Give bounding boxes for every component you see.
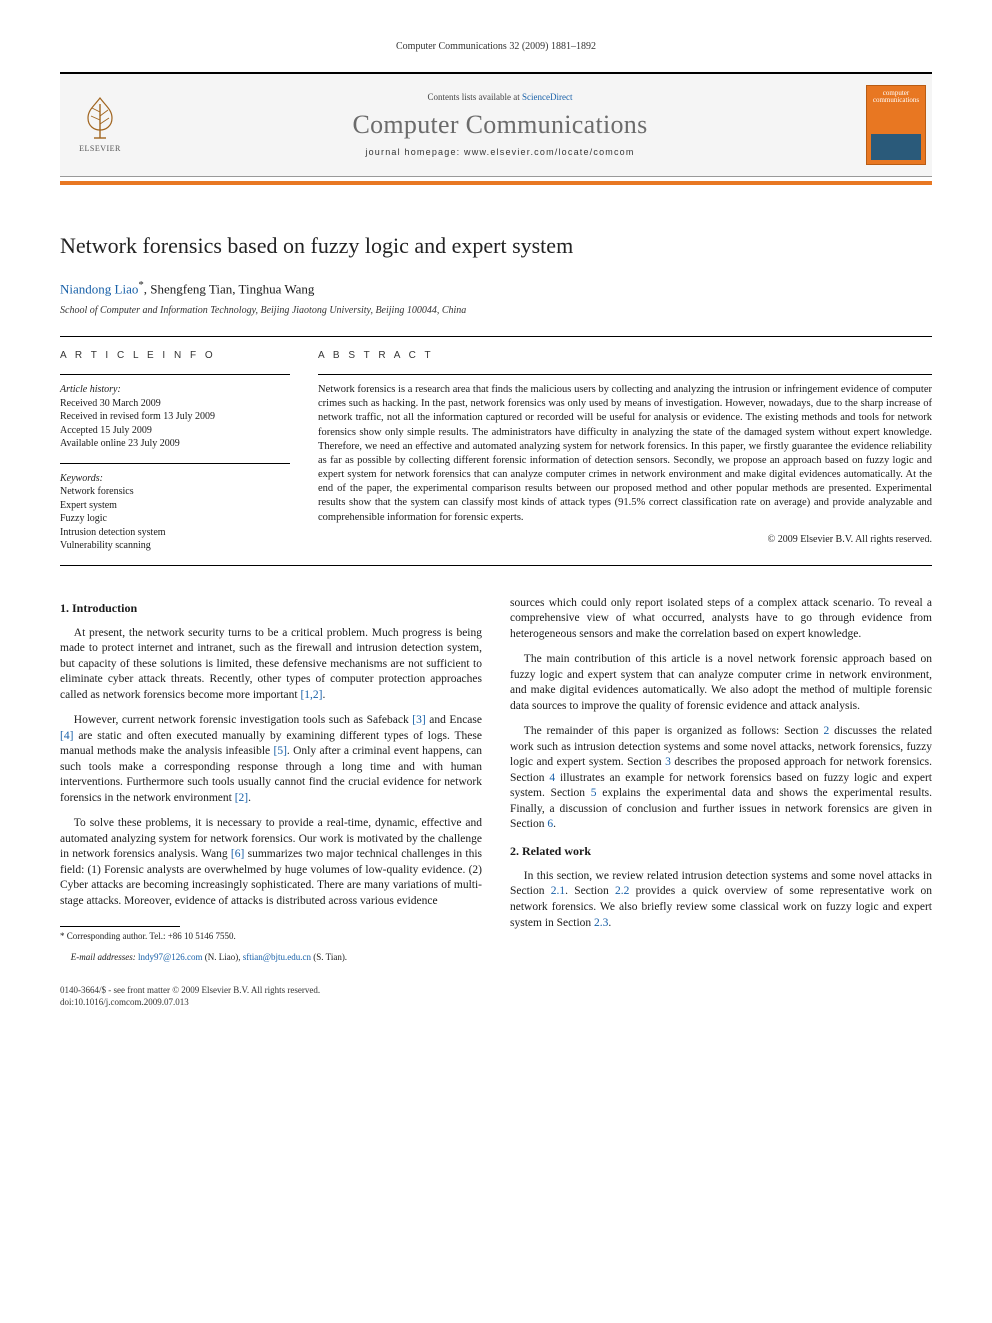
- section-link[interactable]: 2.3: [594, 917, 608, 929]
- text-run: . Section: [565, 885, 615, 897]
- email-link[interactable]: sftian@bjtu.edu.cn: [243, 952, 311, 962]
- text-run: (N. Liao),: [203, 952, 243, 962]
- sciencedirect-link[interactable]: ScienceDirect: [522, 92, 572, 102]
- body-paragraph: At present, the network security turns t…: [60, 626, 482, 704]
- cover-art: [871, 134, 921, 160]
- journal-homepage: journal homepage: www.elsevier.com/locat…: [365, 146, 634, 158]
- text-run: The remainder of this paper is organized…: [524, 725, 824, 737]
- text-run: (S. Tian).: [311, 952, 347, 962]
- body-paragraph: The main contribution of this article is…: [510, 652, 932, 714]
- banner-center: Contents lists available at ScienceDirec…: [140, 74, 860, 176]
- issn-line: 0140-3664/$ - see front matter © 2009 El…: [60, 984, 932, 996]
- rule-above-meta: [60, 336, 932, 337]
- publisher-logo: ELSEVIER: [60, 74, 140, 176]
- history-available: Available online 23 July 2009: [60, 437, 290, 451]
- history-label: Article history:: [60, 384, 121, 395]
- abstract-block: A B S T R A C T Network forensics is a r…: [318, 349, 932, 553]
- article-title: Network forensics based on fuzzy logic a…: [60, 231, 932, 261]
- authors-rest: , Shengfeng Tian, Tinghua Wang: [144, 282, 315, 297]
- keyword: Vulnerability scanning: [60, 539, 290, 553]
- citation-link[interactable]: [5]: [274, 745, 287, 757]
- text-run: and Encase: [426, 714, 482, 726]
- journal-name: Computer Communications: [352, 107, 647, 142]
- rule-below-meta: [60, 565, 932, 566]
- abstract-copyright: © 2009 Elsevier B.V. All rights reserved…: [318, 533, 932, 547]
- citation-link[interactable]: [2]: [235, 792, 248, 804]
- cover-title-2: communications: [873, 97, 919, 104]
- keywords-rule: [60, 463, 290, 464]
- section-link[interactable]: 2.2: [615, 885, 629, 897]
- history-received: Received 30 March 2009: [60, 397, 290, 411]
- citation-link[interactable]: [6]: [231, 848, 244, 860]
- body-paragraph: In this section, we review related intru…: [510, 869, 932, 931]
- footnote-rule: [60, 926, 180, 927]
- email-link[interactable]: lndy97@126.com: [138, 952, 203, 962]
- abstract-body: Network forensics is a research area tha…: [318, 383, 932, 525]
- front-matter-footer: 0140-3664/$ - see front matter © 2009 El…: [60, 984, 932, 1008]
- footnote-block: * Corresponding author. Tel.: +86 10 514…: [60, 926, 482, 964]
- author-list: Niandong Liao*, Shengfeng Tian, Tinghua …: [60, 278, 932, 298]
- journal-cover: computer communications: [860, 74, 932, 176]
- citation-link[interactable]: [4]: [60, 730, 73, 742]
- body-paragraph: sources which could only report isolated…: [510, 596, 932, 643]
- text-run: .: [553, 818, 556, 830]
- footnote-corresponding: * Corresponding author. Tel.: +86 10 514…: [60, 931, 482, 943]
- accent-rule: [60, 181, 932, 185]
- section-heading-1: 1. Introduction: [60, 600, 482, 616]
- meta-row: A R T I C L E I N F O Article history: R…: [60, 349, 932, 553]
- footnote-emails: E-mail addresses: lndy97@126.com (N. Lia…: [60, 952, 482, 964]
- journal-banner: ELSEVIER Contents lists available at Sci…: [60, 72, 932, 177]
- body-columns: 1. Introduction At present, the network …: [60, 596, 932, 964]
- author-link[interactable]: Niandong Liao: [60, 282, 138, 297]
- text-run: .: [323, 689, 326, 701]
- text-run: At present, the network security turns t…: [60, 627, 482, 701]
- doi-line: doi:10.1016/j.comcom.2009.07.013: [60, 996, 932, 1008]
- text-run: .: [248, 792, 251, 804]
- text-run: However, current network forensic invest…: [74, 714, 412, 726]
- section-heading-2: 2. Related work: [510, 843, 932, 859]
- email-label: E-mail addresses:: [71, 952, 138, 962]
- keyword: Intrusion detection system: [60, 526, 290, 540]
- abstract-heading: A B S T R A C T: [318, 349, 932, 363]
- keyword: Fuzzy logic: [60, 512, 290, 526]
- body-paragraph: To solve these problems, it is necessary…: [60, 816, 482, 909]
- history-accepted: Accepted 15 July 2009: [60, 424, 290, 438]
- running-head: Computer Communications 32 (2009) 1881–1…: [60, 40, 932, 54]
- abstract-rule: [318, 374, 932, 375]
- affiliation: School of Computer and Information Techn…: [60, 304, 932, 318]
- cover-thumbnail: computer communications: [866, 85, 926, 165]
- keyword: Expert system: [60, 499, 290, 513]
- text-run: .: [608, 917, 611, 929]
- info-rule: [60, 374, 290, 375]
- publisher-name: ELSEVIER: [79, 144, 121, 155]
- section-link[interactable]: 2.1: [551, 885, 565, 897]
- history-revised: Received in revised form 13 July 2009: [60, 410, 290, 424]
- keyword: Network forensics: [60, 485, 290, 499]
- article-info: A R T I C L E I N F O Article history: R…: [60, 349, 290, 553]
- body-paragraph: The remainder of this paper is organized…: [510, 724, 932, 833]
- contents-prefix: Contents lists available at: [428, 92, 522, 102]
- elsevier-tree-icon: [76, 94, 124, 142]
- keywords-label: Keywords:: [60, 473, 103, 484]
- article-info-heading: A R T I C L E I N F O: [60, 349, 290, 363]
- contents-available: Contents lists available at ScienceDirec…: [428, 91, 573, 103]
- citation-link[interactable]: [3]: [412, 714, 425, 726]
- citation-link[interactable]: [1,2]: [300, 689, 322, 701]
- body-paragraph: However, current network forensic invest…: [60, 713, 482, 806]
